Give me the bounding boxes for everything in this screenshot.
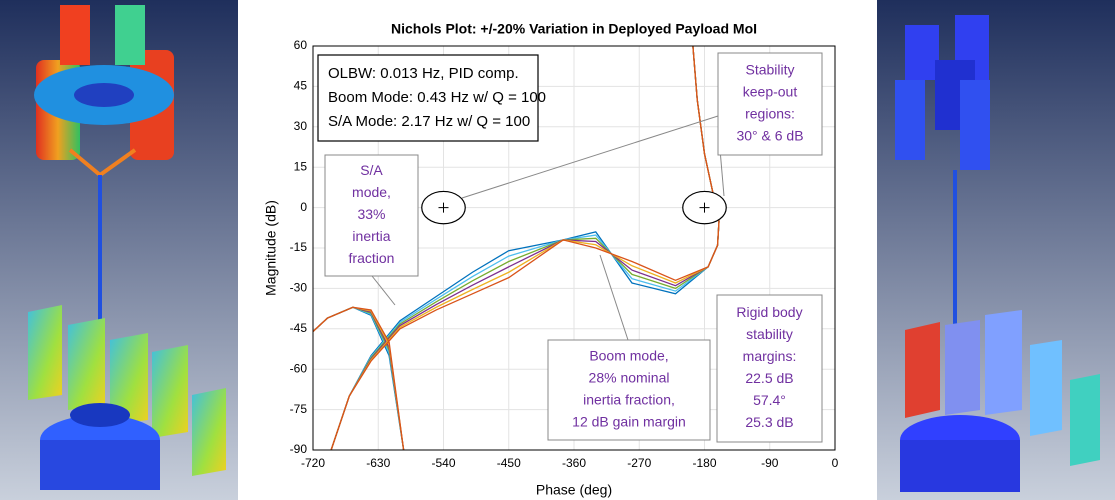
annotation-text: Rigid body — [736, 304, 802, 320]
y-tick-label: -75 — [290, 402, 308, 416]
annotation-text: S/A — [360, 162, 383, 178]
x-tick-label: -360 — [562, 456, 586, 470]
x-tick-label: -180 — [692, 456, 716, 470]
annotation-text: 25.3 dB — [745, 414, 793, 430]
x-tick-label: -450 — [497, 456, 521, 470]
annotation-text: S/A Mode: 2.17 Hz w/ Q = 100 — [328, 113, 530, 130]
left-model-image — [0, 0, 238, 500]
annotation-text: 28% nominal — [589, 370, 670, 386]
annotation-text: regions: — [745, 106, 795, 122]
x-tick-label: 0 — [832, 456, 839, 470]
annotation-text: margins: — [743, 348, 797, 364]
x-axis-label: Phase (deg) — [536, 482, 612, 498]
annotation-text: Stability — [745, 62, 794, 78]
annotation-text: fraction — [349, 250, 395, 266]
y-tick-label: 45 — [294, 79, 308, 93]
annotation-text: inertia — [352, 228, 390, 244]
y-tick-label: -30 — [290, 281, 308, 295]
x-tick-label: -90 — [761, 456, 779, 470]
x-tick-label: -270 — [627, 456, 651, 470]
annotation-text: 30° & 6 dB — [736, 128, 803, 144]
y-tick-label: -90 — [290, 442, 308, 456]
annotation-text: Boom Mode: 0.43 Hz w/ Q = 100 — [328, 89, 546, 106]
x-tick-label: -720 — [301, 456, 325, 470]
annotation-text: inertia fraction, — [583, 392, 675, 408]
y-tick-label: -60 — [290, 361, 308, 375]
y-tick-label: 0 — [300, 200, 307, 214]
annotation-text: 33% — [357, 206, 385, 222]
y-axis-label: Magnitude (dB) — [263, 200, 279, 296]
x-tick-label: -630 — [366, 456, 390, 470]
y-tick-label: -15 — [290, 240, 308, 254]
annotation-text: OLBW: 0.013 Hz, PID comp. — [328, 65, 519, 82]
annotation-text: keep-out — [743, 84, 798, 100]
right-model-image — [877, 0, 1115, 500]
chart-title: Nichols Plot: +/-20% Variation in Deploy… — [391, 21, 757, 37]
annotation-text: 22.5 dB — [745, 370, 793, 386]
annotation-text: Boom mode, — [589, 348, 668, 364]
annotation-text: mode, — [352, 184, 391, 200]
y-tick-label: 15 — [294, 159, 308, 173]
annotation-text: 12 dB gain margin — [572, 414, 686, 430]
page: {"chart_data":{"type":"line", "title":"N… — [0, 0, 1115, 500]
annotation-text: stability — [746, 326, 793, 342]
y-tick-label: 60 — [294, 38, 308, 52]
y-tick-label: 30 — [294, 119, 308, 133]
figure: Nichols Plot: +/-20% Variation in Deploy… — [0, 0, 1115, 500]
x-tick-label: -540 — [431, 456, 455, 470]
y-tick-label: -45 — [290, 321, 308, 335]
annotation-text: 57.4° — [753, 392, 786, 408]
